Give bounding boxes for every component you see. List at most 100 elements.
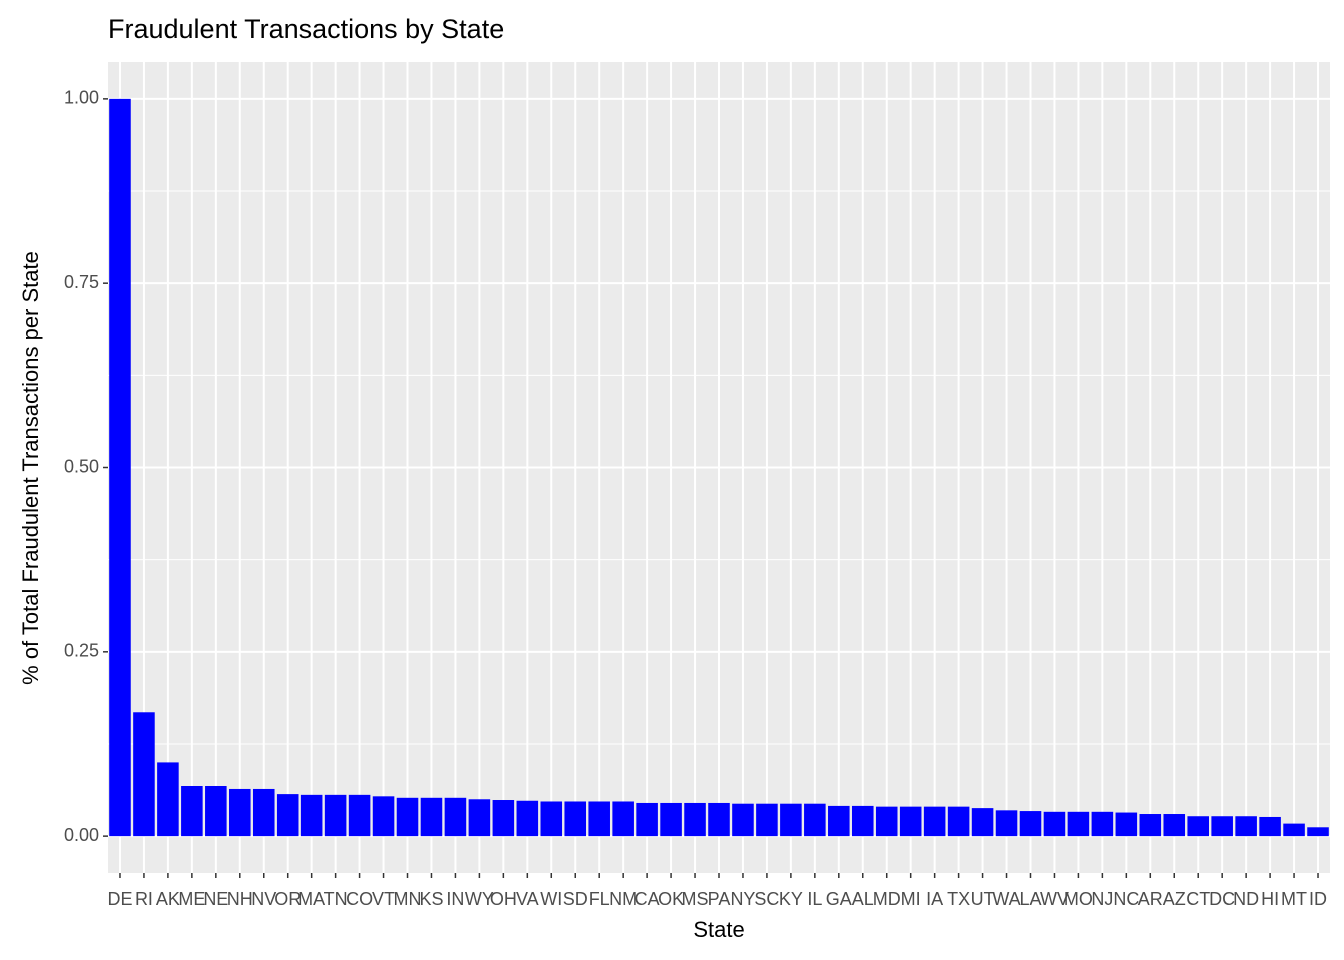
bar xyxy=(636,802,658,837)
x-tick-label: AK xyxy=(156,889,180,909)
bar xyxy=(804,803,826,837)
bar xyxy=(420,797,443,837)
bar xyxy=(468,799,491,837)
x-tick-label: KS xyxy=(419,889,443,909)
x-tick-label: TN xyxy=(324,889,348,909)
x-tick-label: MO xyxy=(1064,889,1093,909)
y-tick-label: 1.00 xyxy=(64,88,99,108)
x-tick-label: AZ xyxy=(1163,889,1186,909)
bar xyxy=(708,802,730,837)
bar xyxy=(372,796,395,837)
x-tick-label: MS xyxy=(682,889,709,909)
bar xyxy=(1163,814,1186,837)
bar xyxy=(875,806,898,837)
bar xyxy=(516,800,539,837)
bar xyxy=(1019,811,1042,837)
bar xyxy=(1187,816,1209,837)
bar xyxy=(1043,811,1066,837)
bar xyxy=(851,805,874,837)
y-tick-label: 0.75 xyxy=(64,272,99,292)
x-tick-label: MT xyxy=(1281,889,1307,909)
bar xyxy=(1067,811,1090,837)
bar xyxy=(276,794,299,837)
x-tick-label: CO xyxy=(346,889,373,909)
bar xyxy=(348,794,371,837)
bar xyxy=(324,794,347,837)
x-tick-label: WI xyxy=(540,889,562,909)
y-tick-label: 0.00 xyxy=(64,825,99,845)
x-tick-label: NE xyxy=(203,889,228,909)
bar xyxy=(133,712,155,837)
x-tick-label: ND xyxy=(1233,889,1259,909)
x-tick-label: AL xyxy=(852,889,874,909)
bar xyxy=(1139,814,1162,837)
bar xyxy=(923,806,946,837)
x-tick-label: NJ xyxy=(1091,889,1113,909)
x-tick-label: FL xyxy=(589,889,610,909)
x-tick-label: NY xyxy=(730,889,755,909)
x-tick-label: UT xyxy=(971,889,995,909)
x-tick-label: NM xyxy=(609,889,637,909)
y-axis-title: % of Total Fraudulent Transactions per S… xyxy=(18,251,43,685)
x-tick-label: CT xyxy=(1186,889,1210,909)
chart-title: Fraudulent Transactions by State xyxy=(108,14,504,44)
x-tick-label: IA xyxy=(926,889,943,909)
x-tick-label: OR xyxy=(274,889,301,909)
x-tick-label: IN xyxy=(446,889,464,909)
bar xyxy=(947,806,970,837)
bar xyxy=(1211,816,1233,837)
bar xyxy=(540,801,563,837)
bar xyxy=(1307,827,1329,837)
x-tick-label: NV xyxy=(251,889,276,909)
x-tick-label: WV xyxy=(1040,889,1069,909)
bar xyxy=(564,801,587,837)
x-tick-label: RI xyxy=(135,889,153,909)
bar xyxy=(1235,816,1257,837)
bar xyxy=(396,797,419,837)
x-tick-label: OH xyxy=(490,889,517,909)
bar xyxy=(181,786,203,837)
x-tick-label: LA xyxy=(1019,889,1041,909)
bar xyxy=(1091,811,1114,837)
x-tick-label: MA xyxy=(298,889,325,909)
x-tick-label: DC xyxy=(1209,889,1235,909)
bar xyxy=(756,803,778,837)
x-tick-label: PA xyxy=(708,889,731,909)
bar xyxy=(828,805,850,837)
bar xyxy=(1283,823,1305,837)
bar xyxy=(492,800,515,837)
x-tick-label: WA xyxy=(992,889,1020,909)
x-tick-label: VA xyxy=(516,889,539,909)
bar xyxy=(971,808,994,837)
x-tick-label: MN xyxy=(394,889,422,909)
x-tick-label: CA xyxy=(635,889,660,909)
bar xyxy=(1115,812,1138,837)
x-tick-label: MD xyxy=(873,889,901,909)
bar xyxy=(780,803,802,837)
bar xyxy=(660,802,682,837)
x-tick-label: VT xyxy=(372,889,395,909)
x-tick-label: DE xyxy=(107,889,132,909)
bar xyxy=(205,786,227,837)
y-tick-label: 0.50 xyxy=(64,456,99,476)
x-tick-label: IL xyxy=(807,889,822,909)
bar xyxy=(684,802,706,837)
x-tick-label: SD xyxy=(563,889,588,909)
bar xyxy=(300,794,323,837)
bar xyxy=(588,801,610,837)
y-tick-label: 0.25 xyxy=(64,641,99,661)
bar xyxy=(252,788,275,837)
x-tick-label: NH xyxy=(227,889,253,909)
x-tick-label: HI xyxy=(1261,889,1279,909)
x-tick-label: AR xyxy=(1138,889,1163,909)
bar xyxy=(732,803,754,837)
x-tick-label: MI xyxy=(901,889,921,909)
bar xyxy=(1259,816,1281,837)
bar xyxy=(899,806,922,837)
bar xyxy=(612,801,634,837)
x-tick-label: KY xyxy=(779,889,803,909)
bar xyxy=(109,98,131,837)
x-tick-label: ID xyxy=(1309,889,1327,909)
bar xyxy=(157,762,179,837)
